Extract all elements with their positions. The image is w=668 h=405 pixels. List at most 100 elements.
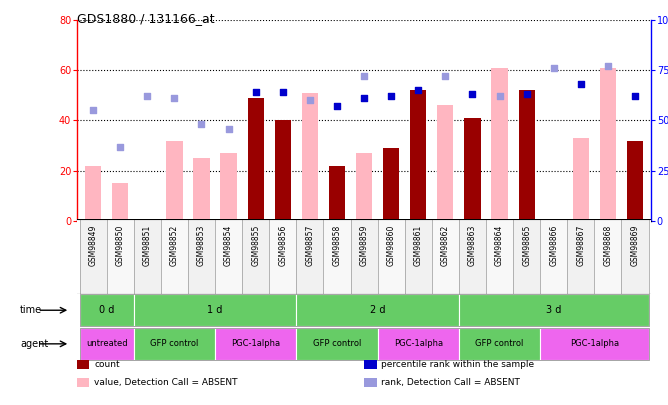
Bar	[405, 219, 432, 294]
Bar	[432, 219, 459, 294]
Bar	[193, 158, 210, 221]
Text: GSM98860: GSM98860	[387, 225, 395, 266]
Bar	[572, 138, 589, 221]
Bar	[438, 105, 454, 221]
Text: GSM98858: GSM98858	[333, 225, 341, 266]
Text: GSM98850: GSM98850	[116, 225, 125, 266]
Text: PGC-1alpha: PGC-1alpha	[570, 339, 619, 348]
Text: 1 d: 1 d	[207, 305, 222, 315]
Text: 0 d: 0 d	[99, 305, 114, 315]
Text: GSM98869: GSM98869	[631, 225, 639, 266]
Text: GSM98868: GSM98868	[603, 225, 613, 266]
Bar	[79, 328, 134, 360]
Bar	[248, 98, 264, 221]
Text: GSM98865: GSM98865	[522, 225, 531, 266]
Bar	[134, 328, 215, 360]
Bar	[464, 118, 480, 221]
Point	[305, 97, 315, 104]
Bar	[513, 219, 540, 294]
Bar	[595, 219, 621, 294]
Point	[548, 65, 559, 72]
Bar	[215, 328, 297, 360]
Text: GSM98852: GSM98852	[170, 225, 179, 266]
Bar	[297, 294, 459, 326]
Bar	[486, 219, 513, 294]
Bar	[77, 360, 90, 369]
Bar	[518, 90, 535, 221]
Text: GDS1880 / 131166_at: GDS1880 / 131166_at	[77, 12, 214, 25]
Text: GSM98861: GSM98861	[413, 225, 423, 266]
Point	[142, 93, 152, 100]
Bar	[540, 328, 649, 360]
Bar	[302, 93, 318, 221]
Point	[277, 89, 288, 96]
Bar	[377, 219, 405, 294]
Text: GSM98863: GSM98863	[468, 225, 477, 266]
Bar	[112, 183, 128, 221]
Bar	[77, 378, 90, 387]
Bar	[107, 219, 134, 294]
Bar	[600, 68, 616, 221]
Point	[196, 121, 207, 128]
Bar	[364, 360, 377, 369]
Text: PGC-1alpha: PGC-1alpha	[231, 339, 281, 348]
Bar	[383, 148, 399, 221]
Bar	[356, 153, 372, 221]
Bar	[377, 328, 459, 360]
Text: GSM98853: GSM98853	[197, 225, 206, 266]
Bar	[364, 378, 377, 387]
Text: rank, Detection Call = ABSENT: rank, Detection Call = ABSENT	[381, 378, 520, 387]
Bar	[79, 294, 134, 326]
Bar	[600, 118, 616, 221]
Text: untreated: untreated	[86, 339, 128, 348]
Text: GSM98864: GSM98864	[495, 225, 504, 266]
Text: percentile rank within the sample: percentile rank within the sample	[381, 360, 534, 369]
Bar	[459, 294, 649, 326]
Point	[331, 103, 342, 110]
Text: value, Detection Call = ABSENT: value, Detection Call = ABSENT	[94, 378, 238, 387]
Bar	[621, 219, 649, 294]
Point	[440, 73, 451, 80]
Text: GSM98849: GSM98849	[89, 225, 98, 266]
Text: agent: agent	[20, 339, 48, 349]
Point	[169, 95, 180, 102]
Text: PGC-1alpha: PGC-1alpha	[393, 339, 443, 348]
Point	[223, 125, 234, 132]
Bar	[215, 219, 242, 294]
Text: GSM98856: GSM98856	[279, 225, 287, 266]
Bar	[269, 219, 297, 294]
Point	[359, 73, 369, 80]
Bar	[567, 219, 595, 294]
Bar	[627, 141, 643, 221]
Bar	[161, 219, 188, 294]
Point	[386, 93, 397, 100]
Text: GSM98851: GSM98851	[143, 225, 152, 266]
Bar	[492, 68, 508, 221]
Point	[115, 143, 126, 150]
Point	[467, 91, 478, 98]
Text: GFP control: GFP control	[313, 339, 361, 348]
Text: GSM98867: GSM98867	[576, 225, 585, 266]
Point	[88, 107, 98, 114]
Point	[359, 95, 369, 102]
Bar	[329, 166, 345, 221]
Point	[603, 63, 613, 70]
Text: GSM98854: GSM98854	[224, 225, 233, 266]
Text: count: count	[94, 360, 120, 369]
Text: GFP control: GFP control	[150, 339, 198, 348]
Point	[413, 87, 424, 94]
Text: 2 d: 2 d	[370, 305, 385, 315]
Point	[576, 81, 587, 87]
Bar	[459, 219, 486, 294]
Bar	[540, 219, 567, 294]
Bar	[188, 219, 215, 294]
Bar	[297, 328, 377, 360]
Text: time: time	[20, 305, 42, 315]
Point	[521, 91, 532, 98]
Text: GSM98857: GSM98857	[305, 225, 315, 266]
Bar	[85, 166, 102, 221]
Bar	[134, 294, 297, 326]
Text: GSM98855: GSM98855	[251, 225, 260, 266]
Text: GSM98859: GSM98859	[359, 225, 369, 266]
Text: GSM98862: GSM98862	[441, 225, 450, 266]
